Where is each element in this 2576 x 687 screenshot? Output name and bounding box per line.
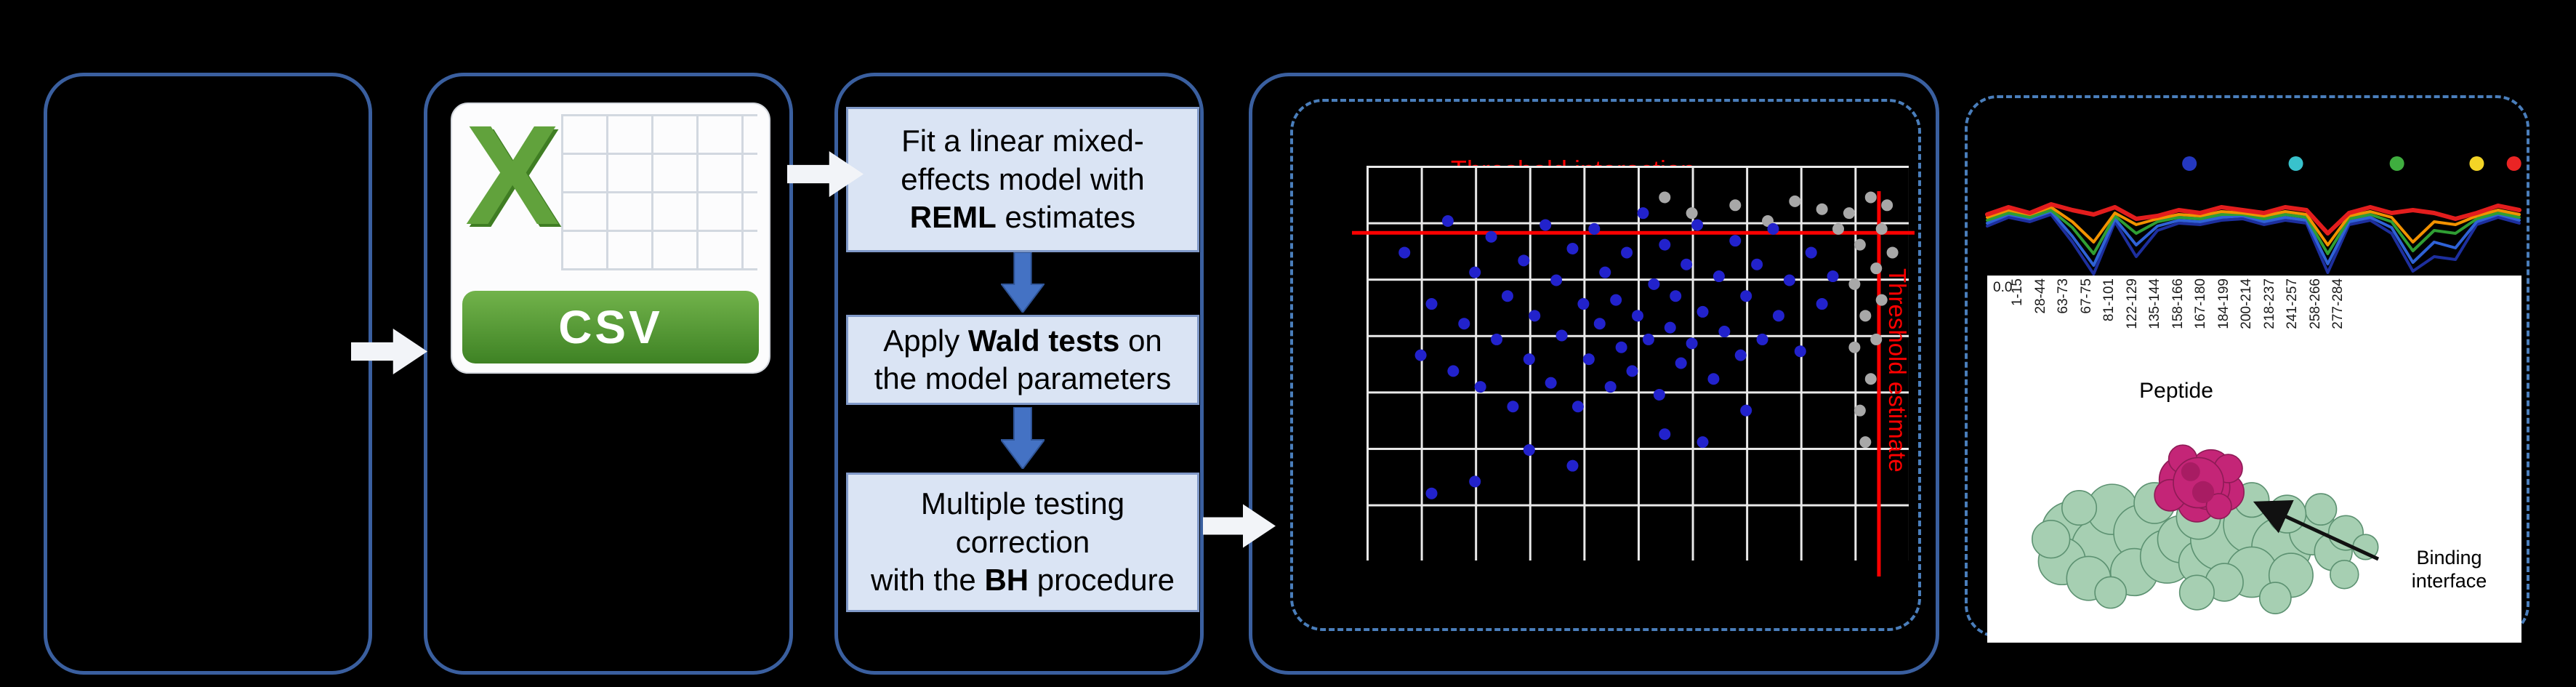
csv-file-icon: X CSV xyxy=(451,103,770,374)
step-wald-tests: Apply Wald tests on the model parameters xyxy=(846,315,1199,405)
step-fit-model: Fit a linear mixed-effects model with REM… xyxy=(846,107,1199,252)
y-axis-tick: 0.0 xyxy=(1993,280,2013,295)
peptide-tick-label: 81-101 xyxy=(2101,278,2117,322)
peptide-axis-labels: 1-15 28-44 63-73 67-75 81-101 122-129 135-144 1… xyxy=(2010,278,2367,391)
binding-interface-label: Binding interface xyxy=(2378,546,2520,593)
peptide-tick-label: 277-284 xyxy=(2330,278,2346,329)
csv-panel: X CSV xyxy=(424,73,793,675)
scatter-points-layer xyxy=(1352,191,1915,576)
peptide-tick-label: 28-44 xyxy=(2032,278,2048,314)
excel-x-glyph: X xyxy=(465,103,560,254)
spreadsheet-grid xyxy=(561,114,757,270)
peptide-panel: 0.0 1-15 28-44 63-73 67-75 81-101 122-129 135-… xyxy=(1987,276,2521,643)
peptide-tick-label: 167-180 xyxy=(2193,278,2208,329)
binding-pointer-arrow-icon xyxy=(2253,500,2380,561)
csv-banner: CSV xyxy=(462,291,759,363)
peptide-tick-label: 63-73 xyxy=(2056,278,2071,314)
arrow-right-icon xyxy=(351,329,427,374)
peptide-axis-title: Peptide xyxy=(2139,379,2213,403)
peptide-tick-label: 184-199 xyxy=(2215,278,2231,329)
binding-label-line2: interface xyxy=(2411,570,2487,592)
arrow-down-icon xyxy=(1001,407,1045,469)
profile-plot xyxy=(1985,156,2521,276)
scatter-plot xyxy=(1352,166,1915,576)
volcano-dashed-frame: Threshold interaction Threshold estimate xyxy=(1290,99,1921,631)
peptide-tick-label: 241-257 xyxy=(2285,278,2300,329)
threshold-estimate-label: Threshold estimate xyxy=(1884,268,1911,473)
volcano-panel: Threshold interaction Threshold estimate xyxy=(1249,73,1939,675)
input-panel xyxy=(44,73,372,675)
peptide-tick-label: 135-144 xyxy=(2147,278,2162,329)
peptide-tick-label: 158-166 xyxy=(2170,278,2186,329)
binding-label-line1: Binding xyxy=(2416,547,2482,569)
peptide-tick-label: 218-237 xyxy=(2261,278,2277,329)
protein-structure xyxy=(2031,444,2379,614)
peptide-tick-label: 122-129 xyxy=(2124,278,2140,329)
profile-dashed-frame: 0.0 1-15 28-44 63-73 67-75 81-101 122-129 135-… xyxy=(1965,95,2529,643)
arrow-right-icon xyxy=(787,151,864,197)
step-multiple-testing-text: Multiple testing correction with the BH pr… xyxy=(871,486,1175,598)
arrow-down-icon xyxy=(1001,252,1045,313)
arrow-right-icon xyxy=(1203,504,1276,548)
peptide-tick-label: 67-75 xyxy=(2078,278,2094,314)
peptide-tick-label: 1-15 xyxy=(2010,278,2025,307)
step-fit-model-text: Fit a linear mixed-effects model with REM… xyxy=(901,124,1145,235)
step-wald-tests-text: Apply Wald tests on the model parameters xyxy=(874,323,1172,396)
step-multiple-testing: Multiple testing correction with the BH pr… xyxy=(846,473,1199,612)
peptide-tick-label: 258-266 xyxy=(2307,278,2323,329)
peptide-tick-label: 200-214 xyxy=(2239,278,2254,329)
model-steps-panel: Fit a linear mixed-effects model with REM… xyxy=(834,73,1204,675)
